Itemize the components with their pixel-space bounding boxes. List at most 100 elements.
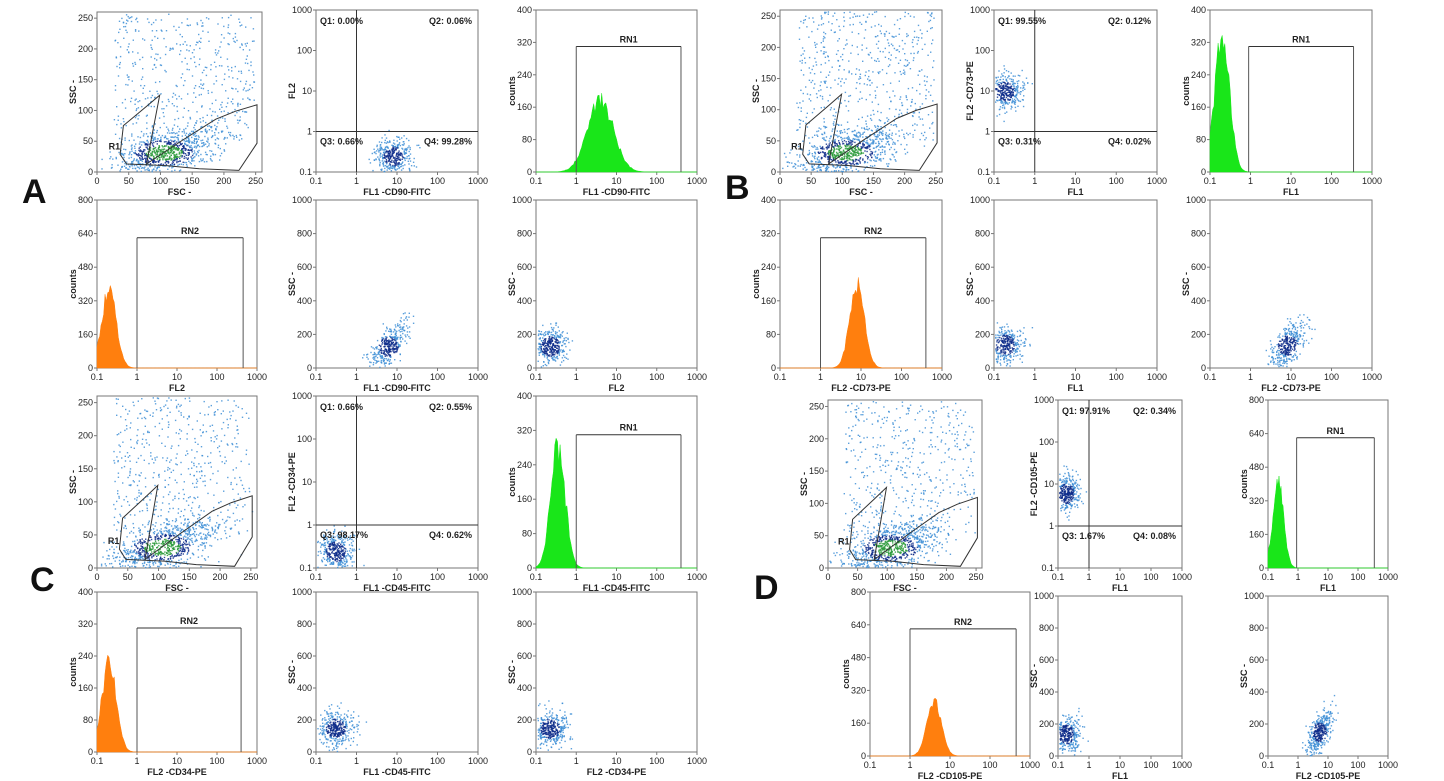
scatter-point (802, 140, 804, 142)
scatter-point (124, 25, 127, 28)
scatter-point (149, 157, 151, 160)
scatter-point (1003, 95, 1005, 97)
scatter-point (800, 54, 802, 57)
scatter-point (158, 166, 160, 168)
scatter-point (1005, 89, 1007, 91)
scatter-point (128, 43, 130, 45)
scatter-point (849, 145, 851, 147)
scatter-point (416, 144, 418, 147)
scatter-point (1014, 103, 1016, 105)
scatter-point (163, 37, 165, 40)
scatter-point (390, 165, 392, 167)
scatter-point (165, 126, 168, 128)
scatter-point (381, 362, 383, 364)
scatter-point (200, 87, 203, 89)
scatter-point (544, 339, 547, 341)
scatter-point (170, 149, 172, 151)
scatter-point (849, 159, 851, 161)
scatter-point (151, 154, 154, 156)
scatter-point (400, 165, 403, 167)
scatter-point (833, 151, 835, 153)
scatter-point (833, 166, 835, 168)
scatter-point (1001, 345, 1003, 348)
scatter-point (149, 165, 151, 167)
scatter-point (888, 44, 890, 47)
scatter-point (176, 144, 179, 147)
scatter-point (178, 163, 180, 166)
scatter-point (842, 150, 845, 152)
scatter-point (236, 78, 239, 80)
scatter-point (398, 150, 400, 152)
scatter-point (203, 161, 206, 163)
scatter-point (553, 350, 555, 352)
scatter-point (895, 57, 897, 59)
scatter-point (998, 84, 1000, 86)
scatter-point (218, 119, 220, 121)
scatter-point (1292, 356, 1294, 358)
scatter-point (146, 122, 148, 124)
scatter-point (247, 97, 249, 99)
scatter-point (167, 146, 170, 149)
scatter-point (1000, 83, 1003, 85)
scatter-point (1292, 335, 1294, 337)
scatter-point (1274, 346, 1276, 348)
scatter-point (551, 337, 553, 339)
scatter-point (851, 156, 853, 158)
scatter-point (550, 333, 552, 336)
scatter-point (542, 365, 544, 367)
scatter-point (205, 132, 208, 134)
scatter-point (879, 152, 882, 154)
scatter-point (248, 49, 251, 51)
scatter-point (546, 349, 549, 351)
scatter-point (862, 14, 865, 16)
scatter-events (362, 312, 415, 369)
scatter-point (1002, 333, 1005, 336)
scatter-point (165, 152, 168, 155)
scatter-point (831, 140, 833, 142)
scatter-point (787, 161, 789, 163)
scatter-point (813, 87, 815, 89)
scatter-point (193, 140, 196, 143)
scatter-point (1009, 78, 1011, 80)
scatter-point (904, 15, 906, 18)
scatter-point (907, 87, 910, 90)
scatter-point (853, 134, 855, 136)
scatter-point (549, 347, 551, 350)
scatter-point (381, 149, 383, 151)
scatter-point (190, 130, 193, 133)
scatter-point (871, 82, 873, 84)
scatter-point (389, 348, 392, 350)
scatter-point (835, 111, 837, 114)
y-tick-label: 1000 (970, 195, 990, 205)
scatter-point (409, 148, 411, 151)
scatter-point (797, 145, 800, 148)
scatter-point (882, 84, 885, 86)
scatter-point (913, 57, 915, 59)
scatter-point (1003, 106, 1006, 108)
scatter-point (154, 146, 157, 149)
scatter-point (1021, 361, 1023, 363)
scatter-point (134, 167, 136, 169)
scatter-point (177, 117, 180, 120)
scatter-point (134, 63, 137, 65)
scatter-point (997, 89, 999, 91)
scatter-point (391, 151, 394, 153)
scatter-point (833, 128, 836, 130)
scatter-point (888, 135, 890, 138)
scatter-point (833, 108, 835, 110)
scatter-point (193, 150, 196, 152)
scatter-point (891, 134, 893, 136)
scatter-point (384, 339, 386, 341)
scatter-point (378, 160, 381, 162)
scatter-point (382, 165, 385, 167)
scatter-point (827, 147, 829, 149)
scatter-point (1003, 65, 1005, 67)
scatter-point (933, 79, 935, 81)
scatter-point (814, 146, 816, 148)
scatter-point (397, 157, 399, 159)
scatter-point (160, 64, 163, 67)
scatter-point (184, 140, 187, 143)
scatter-point (540, 331, 543, 333)
scatter-point (1284, 332, 1286, 334)
